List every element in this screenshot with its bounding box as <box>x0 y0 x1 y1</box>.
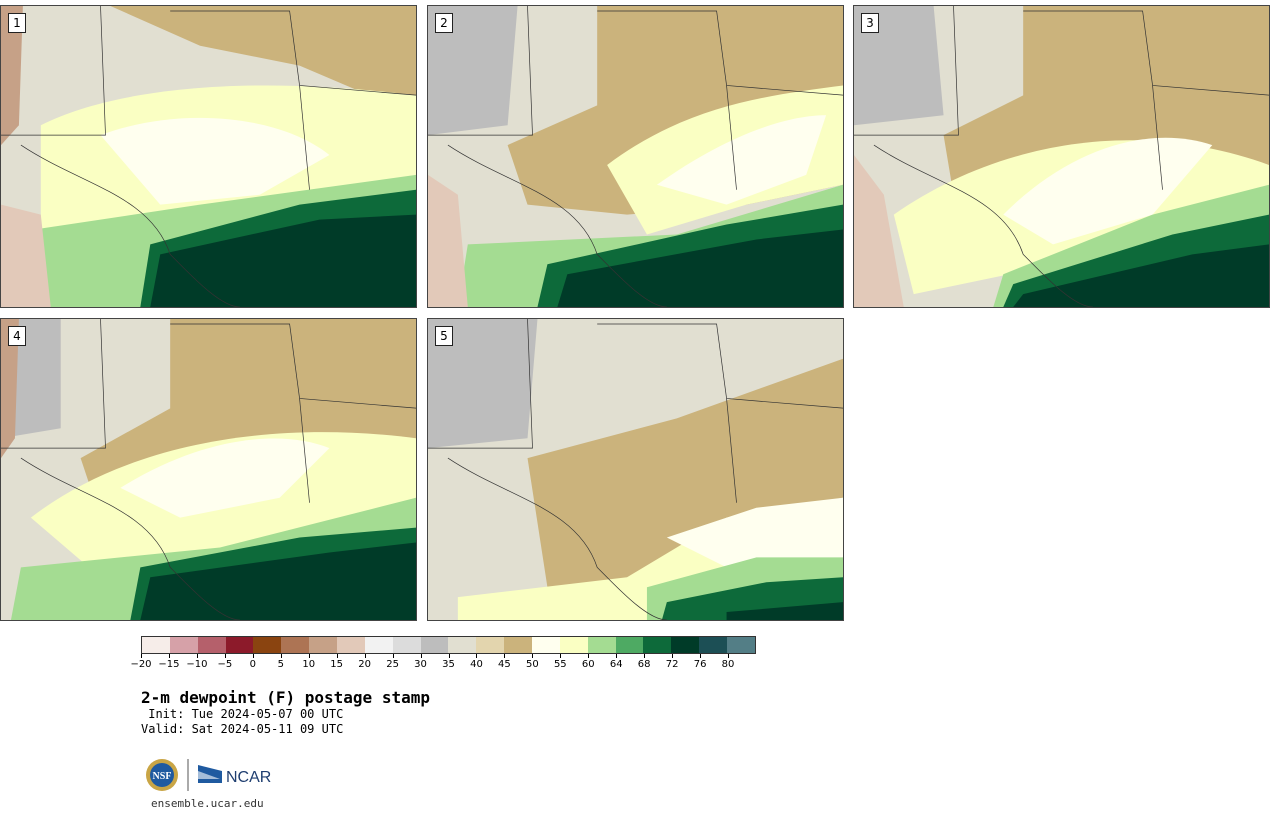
colorbar-tick <box>224 654 226 658</box>
colorbar-tick-label: 25 <box>386 659 399 670</box>
colorbar-tick <box>141 654 142 658</box>
dewpoint-map <box>1 319 416 620</box>
colorbar-tick-label: 35 <box>442 659 455 670</box>
colorbar-tick-label: 45 <box>498 659 511 670</box>
colorbar-tick-label: 30 <box>414 659 427 670</box>
colorbar-tick-label: −5 <box>217 659 233 670</box>
colorbar-tick-label: −15 <box>158 659 180 670</box>
colorbar-tick <box>196 654 198 658</box>
nsf-text: NSF <box>153 771 172 782</box>
colorbar-segment <box>532 637 560 653</box>
colorbar-segment <box>420 637 449 653</box>
colorbar-tick <box>392 654 394 658</box>
colorbar-tick-label: −10 <box>186 659 208 670</box>
colorbar-tick-label: 40 <box>470 659 483 670</box>
colorbar-segment <box>448 637 477 653</box>
colorbar-segment <box>169 637 198 653</box>
colorbar-tick-label: 80 <box>721 659 735 670</box>
init-time: Init: Tue 2024-05-07 00 UTC <box>141 707 344 721</box>
colorbar-segment <box>197 637 226 653</box>
stamp-label: 3 <box>861 13 879 33</box>
colorbar-tick-label: 60 <box>581 659 595 670</box>
colorbar-segment <box>309 637 338 653</box>
colorbar <box>141 636 756 654</box>
colorbar-tick-label: 72 <box>665 659 679 670</box>
colorbar-tick <box>616 654 618 658</box>
stamp-label: 5 <box>435 326 453 346</box>
colorbar-tick-label: 76 <box>693 659 707 670</box>
colorbar-tick-label: 68 <box>637 659 651 670</box>
colorbar-tick-label: 15 <box>330 659 344 670</box>
stamp-label: 1 <box>8 13 26 33</box>
colorbar-tick <box>308 654 310 658</box>
colorbar-segment <box>476 637 505 653</box>
colorbar-tick <box>728 654 730 658</box>
stamp-panel-2[interactable]: 2 <box>427 5 844 308</box>
page-title: 2-m dewpoint (F) postage stamp <box>141 688 430 707</box>
dewpoint-map <box>854 6 1269 307</box>
colorbar-tick <box>448 654 450 658</box>
colorbar-segment <box>225 637 254 653</box>
dewpoint-map <box>1 6 416 307</box>
stamp-panel-5[interactable]: 5 <box>427 318 844 621</box>
colorbar-segment <box>727 637 755 653</box>
colorbar-tick <box>476 654 478 658</box>
ncar-text: NCAR <box>226 769 271 786</box>
colorbar-tick <box>364 654 366 658</box>
colorbar-tick-label: 0 <box>249 659 256 670</box>
colorbar-tick <box>588 654 590 658</box>
colorbar-tick <box>560 654 562 658</box>
colorbar-tick <box>644 654 646 658</box>
colorbar-segment <box>643 637 672 653</box>
stamp-panel-3[interactable]: 3 <box>853 5 1270 308</box>
colorbar-tick <box>420 654 422 658</box>
stamp-panel-1[interactable]: 1 <box>0 5 417 308</box>
colorbar-segment <box>253 637 282 653</box>
colorbar-tick <box>504 654 506 658</box>
colorbar-tick-label: 50 <box>525 659 539 670</box>
colorbar-segment <box>364 637 393 653</box>
colorbar-segment <box>671 637 700 653</box>
colorbar-tick <box>252 654 254 658</box>
colorbar-segment <box>587 637 616 653</box>
colorbar-segment <box>699 637 728 653</box>
colorbar-tick <box>532 654 534 658</box>
colorbar-segment <box>142 637 170 653</box>
colorbar-segment <box>392 637 421 653</box>
colorbar-tick <box>700 654 702 658</box>
colorbar-segment <box>281 637 310 653</box>
colorbar-tick-label: 10 <box>302 659 316 670</box>
colorbar-segment <box>615 637 644 653</box>
colorbar-tick-label: 64 <box>609 659 623 670</box>
colorbar-tick-label: 55 <box>553 659 567 670</box>
dewpoint-map <box>428 6 843 307</box>
colorbar-segment <box>504 637 533 653</box>
stamp-label: 2 <box>435 13 453 33</box>
valid-time: Valid: Sat 2024-05-11 09 UTC <box>141 722 344 736</box>
colorbar-tick <box>336 654 338 658</box>
colorbar-segment <box>559 637 588 653</box>
colorbar-tick-label: −20 <box>130 659 152 670</box>
colorbar-ticks: −20 −15 −10 −5 0 5 10 15 20 25 30 35 40 45 50 55 60 64 68 7… <box>130 654 756 674</box>
dewpoint-map <box>428 319 843 620</box>
stamp-panel-4[interactable]: 4 <box>0 318 417 621</box>
colorbar-tick <box>672 654 674 658</box>
footer-url[interactable]: ensemble.ucar.edu <box>151 797 264 810</box>
colorbar-tick <box>280 654 282 658</box>
colorbar-tick-label: 5 <box>277 659 284 670</box>
colorbar-segment <box>337 637 365 653</box>
nsf-ncar-logo: NSF NCAR <box>146 759 271 791</box>
stamp-label: 4 <box>8 326 26 346</box>
colorbar-tick-label: 20 <box>358 659 371 670</box>
colorbar-tick <box>168 654 170 658</box>
